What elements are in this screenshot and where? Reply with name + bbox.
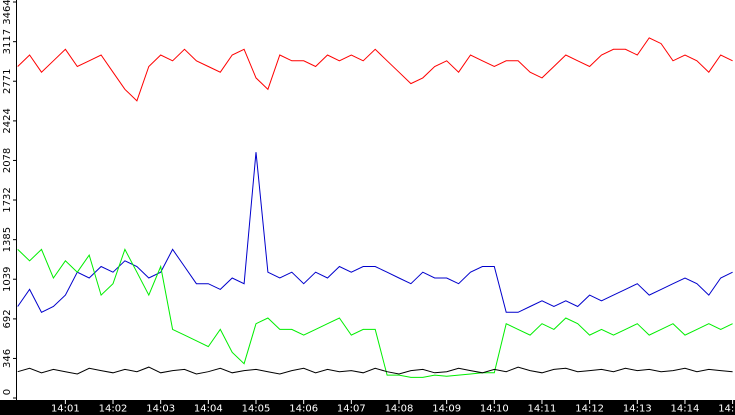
y-tick-label: 3117 [2,29,13,54]
x-tick-label: 14:07 [337,404,366,415]
x-tick-label: 14:12 [575,404,604,415]
x-tick-label: 14:11 [528,404,557,415]
x-tick-label: 14:03 [146,404,175,415]
x-tick-label: 14:09 [432,404,461,415]
y-tick-label: 0 [2,389,13,395]
x-tick-label: 14:14 [671,404,700,415]
y-tick-label: 2771 [2,68,13,93]
y-tick-label: 1385 [2,227,13,252]
series-line [17,37,733,102]
y-tick-label: 2078 [2,148,13,173]
y-tick-label: 1732 [2,187,13,212]
y-tick-label: 346 [2,349,13,368]
y-tick-label: 692 [2,309,13,328]
x-tick-label: 14:04 [194,404,223,415]
series-line [17,366,733,375]
series-line [17,152,733,313]
x-tick-label: 14:15 [718,404,735,415]
x-tick-label: 14:02 [99,404,128,415]
x-tick-label: 14:01 [51,404,80,415]
x-tick-label: 14:08 [385,404,414,415]
y-tick-label: 3464 [2,0,13,25]
y-tick-label: 2424 [2,108,13,133]
x-tick-label: 14:10 [480,404,509,415]
x-axis-band [0,400,735,415]
x-tick-label: 14:06 [289,404,318,415]
y-tick-label: 1039 [2,266,13,291]
series-line [17,248,733,378]
x-tick-label: 14:05 [242,404,271,415]
x-tick-label: 14:13 [623,404,652,415]
